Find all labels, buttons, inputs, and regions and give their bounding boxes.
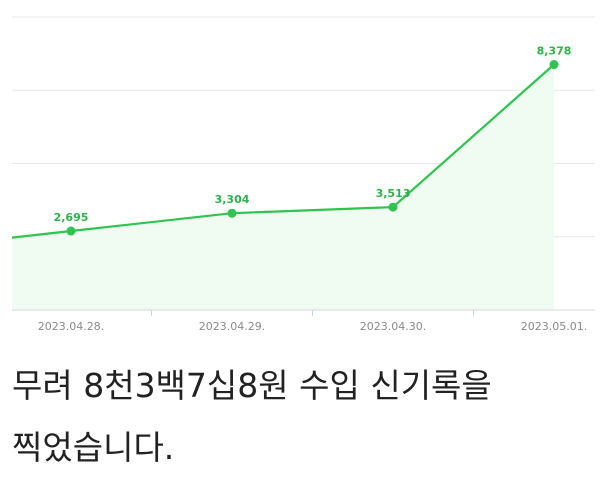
data-point xyxy=(388,202,398,212)
data-label: 3,304 xyxy=(215,193,250,206)
caption-text: 무려 8천3백7십8원 수입 신기록을 찍었습니다. xyxy=(12,366,492,467)
x-axis-ticks: 2023.04.28. 2023.04.29. 2023.04.30. 2023.05… xyxy=(38,310,587,333)
x-tick-label: 2023.04.28. xyxy=(38,320,104,333)
data-label: 8,378 xyxy=(537,45,572,58)
area-fill xyxy=(12,64,554,310)
x-tick-label: 2023.04.29. xyxy=(199,320,265,333)
data-point xyxy=(227,208,237,218)
data-labels: 2,695 3,304 3,513 8,378 xyxy=(54,45,572,225)
data-point xyxy=(66,226,76,236)
data-point xyxy=(549,60,559,70)
x-tick-label: 2023.04.30. xyxy=(360,320,426,333)
x-tick-label: 2023.05.01. xyxy=(521,320,587,333)
data-label: 3,513 xyxy=(376,187,411,200)
data-label: 2,695 xyxy=(54,211,89,224)
data-points xyxy=(66,60,559,236)
